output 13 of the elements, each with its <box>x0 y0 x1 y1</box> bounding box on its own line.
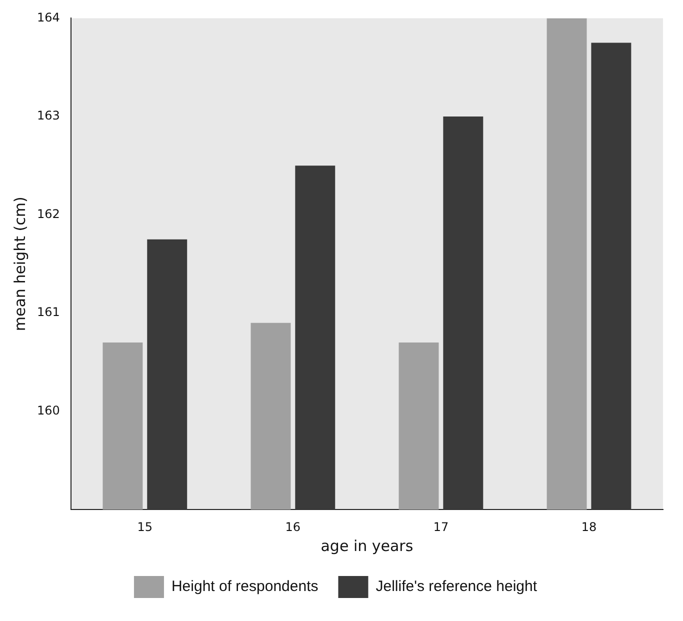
legend-label: Height of respondents <box>171 578 318 596</box>
legend-label: Jellife's reference height <box>376 578 538 596</box>
y-tick-label: 162 <box>37 206 60 221</box>
y-tick-label: 161 <box>37 305 60 320</box>
x-tick-label: 17 <box>433 520 449 534</box>
y-axis-title: mean height (cm) <box>10 196 29 332</box>
x-tick-label: 18 <box>581 520 597 534</box>
y-tick-label: 164 <box>37 10 60 24</box>
x-tick-label: 16 <box>285 520 301 534</box>
y-tick-label: 163 <box>37 108 60 123</box>
x-axis-title: age in years <box>320 536 414 555</box>
y-tick-label: 160 <box>37 403 60 418</box>
x-tick-label: 15 <box>137 520 153 534</box>
